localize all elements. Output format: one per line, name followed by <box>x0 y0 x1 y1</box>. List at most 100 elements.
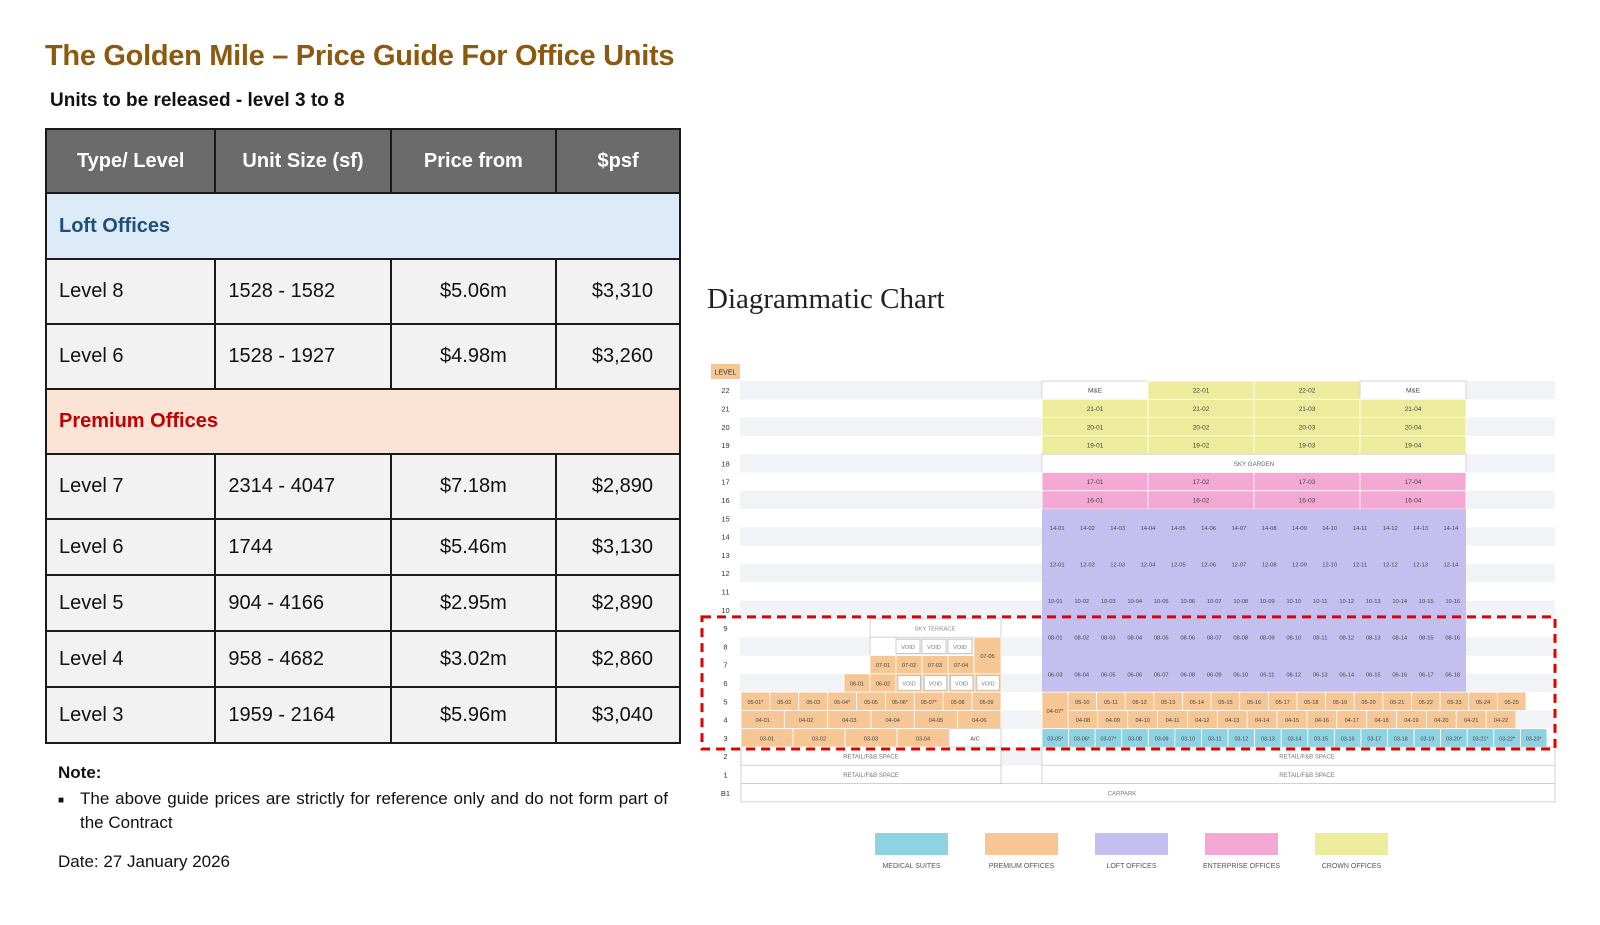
loft-unit: 12-08 <box>1262 563 1277 569</box>
level-number: 11 <box>722 587 730 596</box>
premium-unit-label: 05-13 <box>1161 700 1175 706</box>
premium-unit-label: 05-15 <box>1218 700 1232 706</box>
loft-unit: 08-07 <box>1207 636 1222 642</box>
loft-unit: 14-01 <box>1050 526 1065 532</box>
medical-unit-label: 03-22* <box>1499 736 1516 742</box>
legend-label: MEDICAL SUITES <box>882 863 940 870</box>
legend-swatch <box>1205 833 1278 855</box>
medical-unit-label: 03-13 <box>1261 736 1275 742</box>
crown-unit-label: 19-04 <box>1405 443 1422 450</box>
level-number: 12 <box>721 569 729 578</box>
table-row: Level 6 1744 $5.46m $3,130 <box>44 518 681 576</box>
cell-price: $5.96m <box>389 686 558 744</box>
loft-unit: 12-07 <box>1231 563 1246 569</box>
premium-unit-label: 05-21 <box>1390 700 1404 706</box>
level-number: 6 <box>723 679 727 688</box>
crown-unit-label: 21-04 <box>1405 406 1422 413</box>
premium-unit-label: 04-09 <box>1106 718 1120 724</box>
blank-space <box>869 636 897 656</box>
void-label: VOID <box>927 645 941 651</box>
void-space <box>924 675 947 691</box>
medical-unit-label: 03-06* <box>1074 736 1091 742</box>
carpark-label: CARPARK <box>1108 791 1137 797</box>
premium-unit-label: 03-02 <box>812 736 826 742</box>
loft-unit: 14-08 <box>1262 526 1277 532</box>
crown-unit-label: 21-03 <box>1299 406 1316 413</box>
price-table: Type/ Level Unit Size (sf) Price from $p… <box>44 128 681 744</box>
loft-unit: 06-03 <box>1048 672 1063 678</box>
premium-unit-label: 05-05 <box>864 700 878 706</box>
medical-unit-label: 03-05* <box>1047 736 1064 742</box>
cell-level: Level 5 <box>44 574 217 632</box>
ac-border <box>948 728 1002 748</box>
crown-unit-label: 21-02 <box>1193 406 1210 413</box>
sky-terrace <box>869 618 1002 638</box>
level-number: 18 <box>721 459 729 468</box>
level-number: 3 <box>723 734 727 743</box>
premium-unit-label: 05-08 <box>951 700 965 706</box>
loft-unit: 10-07 <box>1207 599 1222 605</box>
cell-price: $5.46m <box>389 518 558 576</box>
medical-unit-label: 03-15 <box>1314 736 1328 742</box>
cell-size: 1744 <box>214 518 392 576</box>
medical-unit-label: 03-20* <box>1446 736 1463 742</box>
carpark <box>740 783 1556 803</box>
loft-unit: 06-08 <box>1180 672 1195 678</box>
cell-level: Level 3 <box>44 686 217 744</box>
premium-unit <box>1041 691 1069 730</box>
crown-unit-label: 22-01 <box>1193 388 1210 395</box>
level-number: 13 <box>721 551 729 560</box>
level-number: 15 <box>721 514 729 523</box>
crown-unit-label: 20-03 <box>1299 424 1316 431</box>
loft-unit: 10-08 <box>1233 599 1248 605</box>
note-text: The above guide prices are strictly for … <box>80 789 668 832</box>
enterprise-unit-label: 17-01 <box>1087 479 1104 486</box>
table-row: Level 5 904 - 4166 $2.95m $2,890 <box>44 574 681 632</box>
loft-unit: 08-01 <box>1048 636 1063 642</box>
loft-unit: 14-06 <box>1201 526 1216 532</box>
cell-size: 2314 - 4047 <box>214 453 392 520</box>
loft-unit: 08-02 <box>1074 636 1089 642</box>
level-number: 19 <box>721 441 729 450</box>
premium-unit-label: 05-18 <box>1304 700 1318 706</box>
void-space <box>976 675 1000 691</box>
crown-unit-label: 20-04 <box>1405 424 1422 431</box>
section-label: Premium Offices <box>45 388 681 455</box>
table-row: Level 7 2314 - 4047 $7.18m $2,890 <box>44 453 681 520</box>
loft-unit: 06-06 <box>1127 672 1142 678</box>
loft-unit: 08-09 <box>1260 636 1275 642</box>
me-space-label: M&E <box>1406 388 1421 395</box>
premium-unit-label: 07-03 <box>928 663 942 669</box>
medical-unit-label: 03-07* <box>1101 736 1118 742</box>
premium-unit-label: 05-19 <box>1333 700 1347 706</box>
diagrammatic-chart: LEVEL22212019181716151413121110987654321… <box>700 364 1557 870</box>
premium-unit-label: 05-25 <box>1505 700 1519 706</box>
cell-psf: $3,310 <box>555 258 681 325</box>
loft-unit: 08-10 <box>1286 636 1301 642</box>
medical-unit-label: 03-12 <box>1234 736 1248 742</box>
loft-unit: 10-14 <box>1392 599 1408 605</box>
void-space <box>921 638 947 654</box>
medical-unit-label: 03-19 <box>1420 736 1434 742</box>
medical-unit-label: 03-21* <box>1473 736 1490 742</box>
void-label: VOID <box>953 645 967 651</box>
loft-unit: 14-03 <box>1110 526 1125 532</box>
cell-price: $3.02m <box>389 630 558 688</box>
cell-psf: $2,890 <box>555 453 681 520</box>
premium-unit-label: 04-05 <box>929 718 943 724</box>
crown-unit-label: 19-02 <box>1193 443 1210 450</box>
premium-unit-label: 04-07* <box>1046 709 1064 715</box>
premium-unit-label: 05-12 <box>1132 700 1146 706</box>
loft-unit: 12-01 <box>1050 563 1065 569</box>
table-header-row: Type/ Level Unit Size (sf) Price from $p… <box>44 128 681 194</box>
loft-unit: 08-15 <box>1419 636 1434 642</box>
premium-unit-label: 04-06 <box>972 718 986 724</box>
level-number: 14 <box>721 533 729 542</box>
sky-garden-label: SKY GARDEN <box>1234 461 1274 468</box>
loft-unit: 10-13 <box>1366 599 1381 605</box>
release-highlight-box <box>700 615 1557 751</box>
loft-unit: 14-07 <box>1231 526 1246 532</box>
premium-unit-label: 04-02 <box>799 718 813 724</box>
loft-unit: 12-06 <box>1201 563 1216 569</box>
loft-unit: 08-03 <box>1101 636 1116 642</box>
